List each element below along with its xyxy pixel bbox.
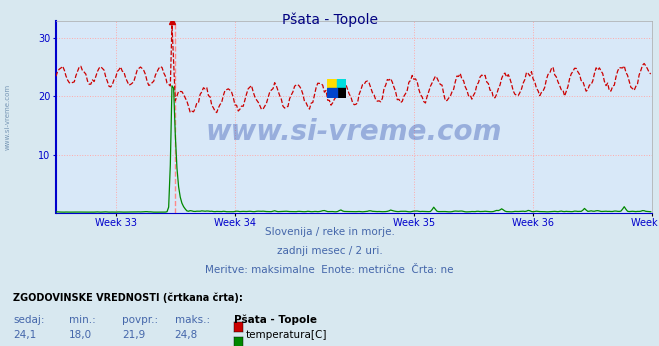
Text: maks.:: maks.: <box>175 315 210 325</box>
Text: www.si-vreme.com: www.si-vreme.com <box>5 84 11 150</box>
Bar <box>337 79 346 88</box>
Bar <box>337 88 346 98</box>
Text: 24,8: 24,8 <box>175 330 198 340</box>
Text: temperatura[C]: temperatura[C] <box>246 330 328 340</box>
Text: sedaj:: sedaj: <box>13 315 45 325</box>
Text: ZGODOVINSKE VREDNOSTI (črtkana črta):: ZGODOVINSKE VREDNOSTI (črtkana črta): <box>13 292 243 303</box>
Text: Slovenija / reke in morje.: Slovenija / reke in morje. <box>264 227 395 237</box>
Text: min.:: min.: <box>69 315 96 325</box>
Text: www.si-vreme.com: www.si-vreme.com <box>206 118 502 146</box>
Text: zadnji mesec / 2 uri.: zadnji mesec / 2 uri. <box>277 246 382 256</box>
Bar <box>328 79 337 88</box>
Text: 24,1: 24,1 <box>13 330 36 340</box>
Text: Pšata - Topole: Pšata - Topole <box>281 12 378 27</box>
Text: povpr.:: povpr.: <box>122 315 158 325</box>
Text: 18,0: 18,0 <box>69 330 92 340</box>
Bar <box>328 88 337 98</box>
Text: 21,9: 21,9 <box>122 330 145 340</box>
Text: Pšata - Topole: Pšata - Topole <box>234 315 317 325</box>
Text: Meritve: maksimalne  Enote: metrične  Črta: ne: Meritve: maksimalne Enote: metrične Črta… <box>205 265 454 275</box>
